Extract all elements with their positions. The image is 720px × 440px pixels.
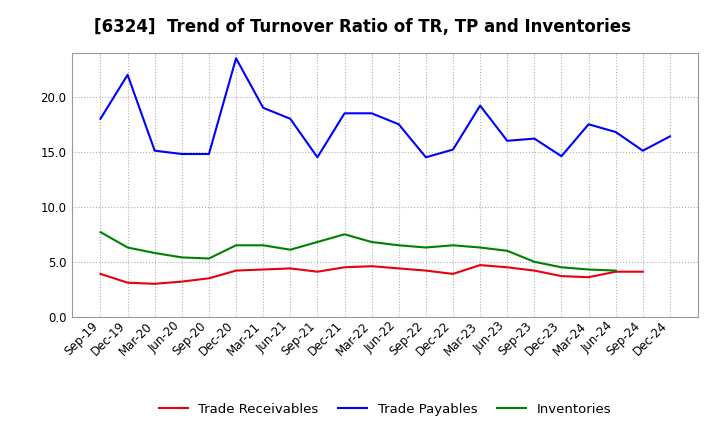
Line: Trade Payables: Trade Payables: [101, 58, 670, 157]
Trade Receivables: [611, 269, 620, 275]
Trade Receivables: [259, 267, 268, 272]
Trade Payables: [421, 154, 430, 160]
Trade Receivables: [421, 268, 430, 273]
Inventories: [232, 242, 240, 248]
Inventories: [367, 239, 376, 245]
Trade Payables: [232, 55, 240, 61]
Trade Receivables: [395, 266, 403, 271]
Trade Receivables: [584, 275, 593, 280]
Trade Receivables: [530, 268, 539, 273]
Trade Receivables: [503, 264, 511, 270]
Inventories: [395, 242, 403, 248]
Inventories: [584, 267, 593, 272]
Trade Payables: [341, 110, 349, 116]
Inventories: [150, 250, 159, 256]
Inventories: [476, 245, 485, 250]
Trade Receivables: [150, 281, 159, 286]
Trade Payables: [584, 121, 593, 127]
Inventories: [449, 242, 457, 248]
Trade Payables: [367, 110, 376, 116]
Inventories: [611, 268, 620, 273]
Inventories: [123, 245, 132, 250]
Trade Receivables: [557, 273, 566, 279]
Trade Receivables: [204, 275, 213, 281]
Inventories: [178, 255, 186, 260]
Trade Payables: [503, 138, 511, 143]
Trade Receivables: [96, 271, 105, 276]
Trade Payables: [96, 116, 105, 121]
Trade Payables: [530, 136, 539, 141]
Trade Receivables: [286, 266, 294, 271]
Trade Receivables: [232, 268, 240, 273]
Trade Receivables: [123, 280, 132, 285]
Trade Payables: [259, 105, 268, 110]
Trade Payables: [178, 151, 186, 157]
Inventories: [341, 231, 349, 237]
Inventories: [503, 248, 511, 253]
Trade Payables: [123, 72, 132, 77]
Inventories: [530, 259, 539, 264]
Trade Receivables: [639, 269, 647, 275]
Trade Payables: [204, 151, 213, 157]
Trade Receivables: [476, 262, 485, 268]
Trade Receivables: [449, 271, 457, 276]
Trade Receivables: [178, 279, 186, 284]
Trade Payables: [639, 148, 647, 154]
Inventories: [557, 264, 566, 270]
Inventories: [421, 245, 430, 250]
Trade Payables: [611, 129, 620, 135]
Trade Payables: [286, 116, 294, 121]
Text: [6324]  Trend of Turnover Ratio of TR, TP and Inventories: [6324] Trend of Turnover Ratio of TR, TP…: [94, 18, 631, 36]
Inventories: [313, 239, 322, 245]
Inventories: [286, 247, 294, 253]
Legend: Trade Receivables, Trade Payables, Inventories: Trade Receivables, Trade Payables, Inven…: [153, 397, 617, 421]
Trade Receivables: [341, 264, 349, 270]
Line: Inventories: Inventories: [101, 232, 616, 271]
Trade Payables: [395, 121, 403, 127]
Inventories: [96, 230, 105, 235]
Trade Payables: [665, 134, 674, 139]
Trade Payables: [557, 154, 566, 159]
Trade Receivables: [367, 264, 376, 269]
Trade Receivables: [313, 269, 322, 275]
Trade Payables: [313, 154, 322, 160]
Inventories: [259, 242, 268, 248]
Trade Payables: [476, 103, 485, 108]
Trade Payables: [449, 147, 457, 152]
Line: Trade Receivables: Trade Receivables: [101, 265, 643, 284]
Inventories: [204, 256, 213, 261]
Trade Payables: [150, 148, 159, 154]
